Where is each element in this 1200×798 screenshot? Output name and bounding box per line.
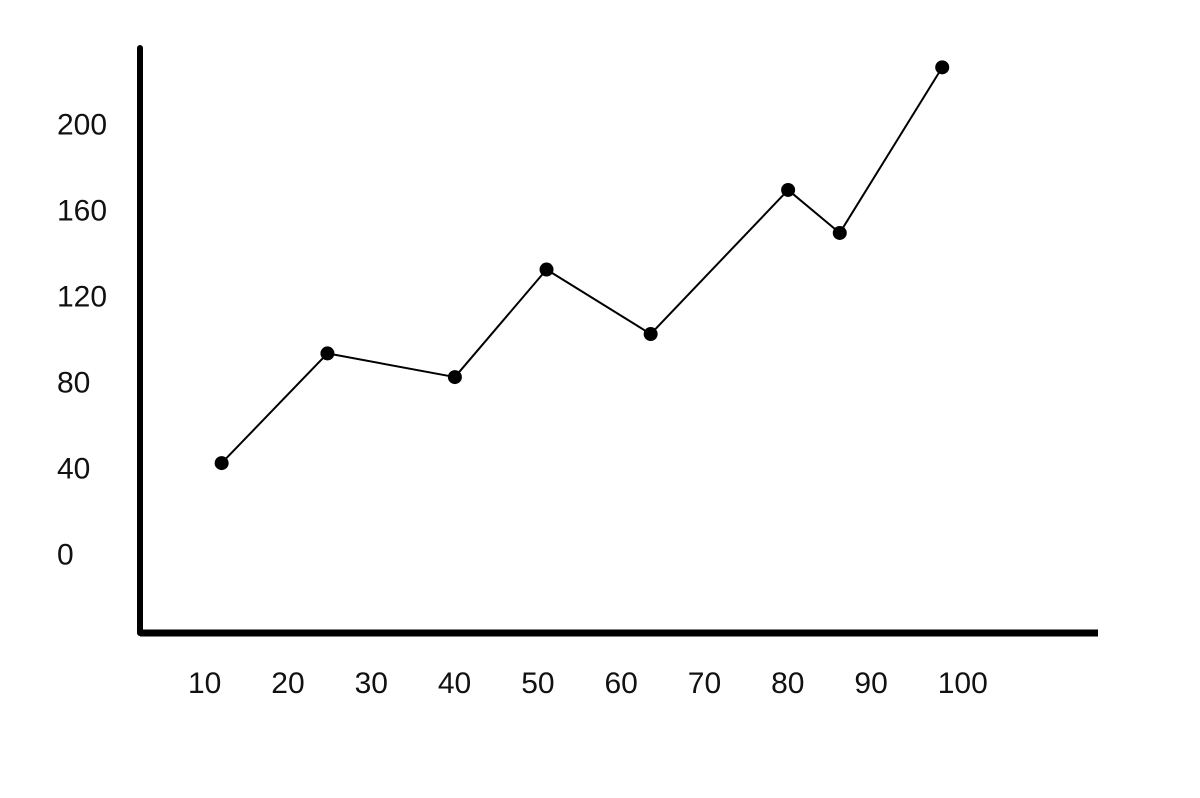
x-tick-label: 30 <box>355 667 388 700</box>
x-tick-label: 90 <box>854 667 887 700</box>
y-tick-label: 160 <box>57 194 107 227</box>
x-tick-label: 20 <box>271 667 304 700</box>
series-line-segment <box>220 352 329 464</box>
x-tick-label: 100 <box>938 667 988 700</box>
data-point <box>643 327 658 342</box>
x-tick-label: 40 <box>438 667 471 700</box>
series-line-segment <box>545 268 652 335</box>
x-tick-label: 60 <box>604 667 637 700</box>
data-point <box>320 346 335 361</box>
x-tick-labels: 10 20 30 40 50 60 70 80 90 100 <box>188 667 988 700</box>
data-point <box>935 60 950 75</box>
x-tick-label: 50 <box>521 667 554 700</box>
series-line-segment <box>454 268 548 378</box>
series-points <box>214 60 950 471</box>
x-tick-label: 80 <box>771 667 804 700</box>
data-point <box>214 456 229 471</box>
y-tick-label: 80 <box>57 366 90 399</box>
series-line-segment <box>838 66 944 234</box>
series-line-segment <box>649 189 789 335</box>
data-point <box>832 225 847 240</box>
series-line-segment <box>327 352 456 379</box>
series-line-segment <box>787 189 841 234</box>
x-tick-label: 10 <box>188 667 221 700</box>
data-point <box>539 262 554 277</box>
y-tick-label: 0 <box>57 538 74 571</box>
data-point <box>447 370 462 385</box>
data-point <box>781 182 796 197</box>
y-tick-label: 120 <box>57 280 107 313</box>
x-tick-label: 70 <box>688 667 721 700</box>
y-tick-label: 200 <box>57 108 107 141</box>
y-tick-label: 40 <box>57 452 90 485</box>
series-lines <box>220 66 944 464</box>
y-tick-labels: 0 40 80 120 160 200 <box>57 108 107 571</box>
